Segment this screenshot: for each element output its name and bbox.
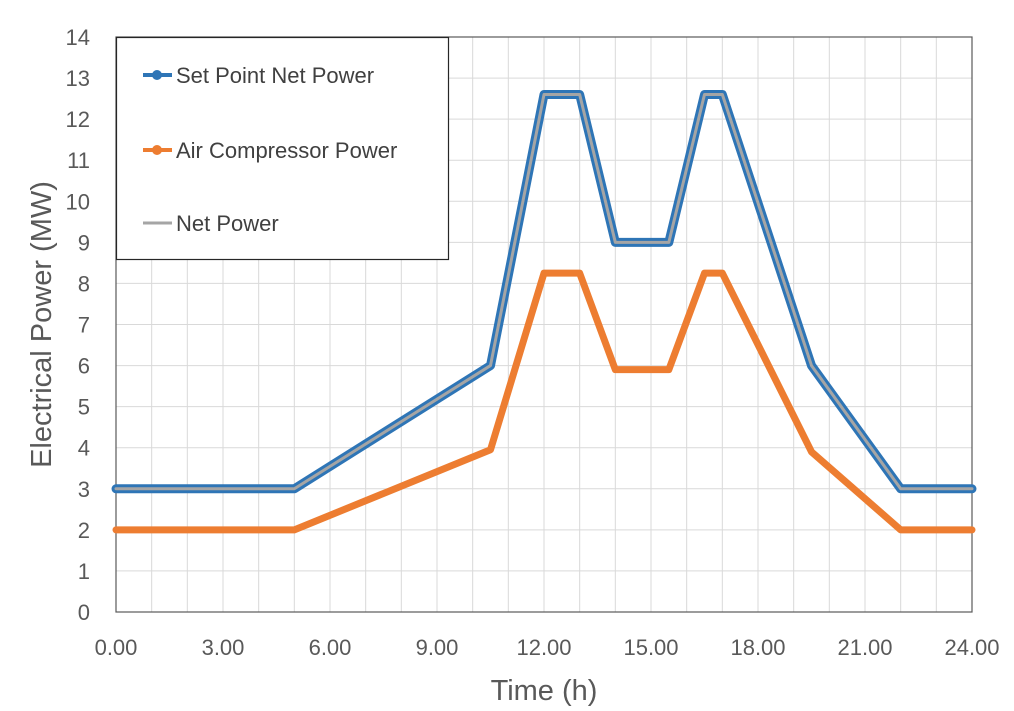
- series-line-1: [112, 269, 976, 534]
- y-tick-label: 5: [78, 395, 90, 420]
- x-tick-label: 21.00: [837, 635, 892, 660]
- y-tick-label: 6: [78, 354, 90, 379]
- legend-swatch-marker: [152, 145, 162, 155]
- x-tick-label: 3.00: [202, 635, 245, 660]
- y-axis-title: Electrical Power (MW): [26, 181, 58, 468]
- y-tick-label: 0: [78, 600, 90, 625]
- y-tick-label: 4: [78, 436, 90, 461]
- y-tick-label: 10: [66, 189, 90, 214]
- y-tick-label: 9: [78, 230, 90, 255]
- y-tick-label: 11: [67, 148, 90, 173]
- plot-area-border: [115, 36, 973, 613]
- y-tick-label: 1: [78, 559, 90, 584]
- x-tick-label: 0.00: [95, 635, 138, 660]
- x-tick-label: 18.00: [730, 635, 785, 660]
- series-line-2: [114, 93, 974, 491]
- x-tick-label: 6.00: [309, 635, 352, 660]
- legend-label: Air Compressor Power: [176, 138, 397, 163]
- series-layer: [111, 90, 977, 534]
- x-tick-label: 24.00: [944, 635, 999, 660]
- legend: Set Point Net Power Air Compressor Power N…: [115, 36, 450, 261]
- y-tick-label: 12: [66, 107, 90, 132]
- x-tick-label: 12.00: [516, 635, 571, 660]
- legend-label: Set Point Net Power: [176, 63, 374, 88]
- x-axis-title: Time (h): [491, 675, 598, 707]
- legend-swatch-marker: [152, 70, 162, 80]
- x-axis-tick-labels: 0.00 3.00 6.00 9.00 12.00 15.00 18.00 21.00 24.0…: [95, 635, 1000, 660]
- y-tick-label: 2: [78, 518, 90, 543]
- y-tick-label: 13: [66, 66, 90, 91]
- x-tick-label: 15.00: [623, 635, 678, 660]
- y-tick-label: 3: [78, 477, 90, 502]
- legend-label: Net Power: [176, 211, 279, 236]
- y-tick-label: 8: [78, 271, 90, 296]
- y-tick-label: 14: [66, 25, 90, 50]
- x-tick-label: 9.00: [416, 635, 459, 660]
- y-tick-label: 7: [78, 313, 90, 338]
